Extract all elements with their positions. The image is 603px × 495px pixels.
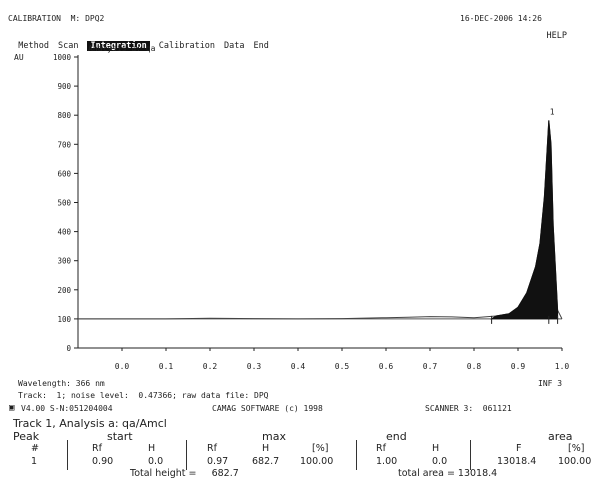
col-group-max: max: [262, 430, 286, 443]
y-tick-label: 1000: [53, 53, 72, 62]
col-header-max-percent: [%]: [312, 443, 329, 454]
wavelength-text: Wavelength: 366 nm: [18, 379, 105, 388]
chart-plot-area: [78, 120, 563, 324]
y-axis-label: AU: [14, 53, 24, 62]
integrated-peak-area: [489, 120, 559, 320]
x-tick-label: 0.1: [159, 362, 174, 371]
x-tick-label: 0.5: [335, 362, 350, 371]
x-tick-label: 0.4: [291, 362, 306, 371]
col-header-area-percent: [%]: [568, 443, 585, 454]
x-tick-label: 0.2: [203, 362, 218, 371]
x-tick-label: 0.0: [115, 362, 130, 371]
y-tick-label: 400: [57, 228, 71, 237]
cell-peak-number: 1: [31, 456, 38, 467]
menu-item-end[interactable]: End: [253, 41, 269, 51]
menu-item-data[interactable]: Data: [224, 41, 245, 51]
cell-max-h: 682.7: [252, 456, 280, 467]
y-tick-label: 100: [57, 315, 71, 324]
cell-end-rf: 1.00: [376, 456, 398, 467]
table-divider: [356, 440, 357, 470]
col-header-end-rf: Rf: [376, 443, 386, 454]
cell-area-percent: 100.00: [558, 456, 592, 467]
col-header-max-h: H: [262, 443, 270, 454]
cell-max-percent: 100.00: [300, 456, 334, 467]
x-tick-label: 1.0: [555, 362, 570, 371]
cell-start-rf: 0.90: [92, 456, 114, 467]
total-height: Total height = 682.7: [130, 468, 239, 479]
y-tick-label: 200: [57, 286, 71, 295]
table-divider: [67, 440, 68, 470]
menu-bar: Method Scan Integration Calibration Data End: [8, 31, 278, 51]
track-info-text: Track: 1; noise level: 0.47366; raw data…: [18, 391, 269, 400]
scanner-text: SCANNER 3: 061121: [425, 404, 512, 413]
menu-item-integration[interactable]: Integration: [87, 41, 150, 51]
col-group-end: end: [386, 430, 407, 443]
menu-item-scan[interactable]: Scan: [57, 41, 79, 51]
x-tick-label: 0.3: [247, 362, 262, 371]
col-group-peak: Peak: [13, 430, 40, 443]
x-tick-labels: 0.0 0.1 0.2 0.3 0.4 0.5 0.6 0.7 0.8 0.9 1.0: [115, 362, 570, 371]
col-header-start-rf: Rf: [92, 443, 102, 454]
window-title: CALIBRATION M: DPQ2: [8, 14, 105, 23]
software-text: CAMAG SOFTWARE (c) 1998: [212, 404, 323, 413]
date-time: 16-DEC-2006 14:26: [460, 14, 542, 23]
chart-title: Analysis a: qa: [88, 44, 156, 53]
y-tick-label: 700: [57, 140, 71, 149]
col-header-peak-number: #: [31, 443, 39, 454]
col-group-start: start: [107, 430, 133, 443]
help-button[interactable]: HELP: [546, 31, 567, 41]
x-tick-label: 0.8: [467, 362, 482, 371]
col-header-start-h: H: [148, 443, 156, 454]
y-tick-label: 800: [57, 111, 71, 120]
floppy-disk-icon: ▣: [9, 403, 15, 413]
table-divider: [470, 440, 471, 470]
col-header-max-rf: Rf: [207, 443, 217, 454]
x-tick-label: 0.7: [423, 362, 438, 371]
y-tick-label: 0: [66, 344, 71, 353]
results-heading: Track 1, Analysis a: qa/Amcl: [13, 417, 167, 430]
y-tick-label: 500: [57, 199, 71, 208]
y-tick-label: 900: [57, 82, 71, 91]
col-header-end-h: H: [432, 443, 440, 454]
y-tick-label: 300: [57, 257, 71, 266]
col-group-area: area: [548, 430, 573, 443]
cell-end-h: 0.0: [432, 456, 448, 467]
x-tick-label: 0.6: [379, 362, 394, 371]
cell-max-rf: 0.97: [207, 456, 229, 467]
peak-number-label: 1: [550, 107, 555, 116]
x-tick-label: 0.9: [511, 362, 526, 371]
menu-item-calibration[interactable]: Calibration: [158, 41, 216, 51]
menu-item-method[interactable]: Method: [18, 41, 49, 51]
y-tick-label: 600: [57, 169, 71, 178]
version-text: V4.00 S-N:051204004: [21, 404, 113, 413]
cell-area-f: 13018.4: [497, 456, 537, 467]
total-area: total area = 13018.4: [398, 468, 498, 479]
cell-start-h: 0.0: [148, 456, 164, 467]
table-divider: [186, 440, 187, 470]
signal-line: [78, 120, 563, 320]
inf-label: INF 3: [538, 379, 563, 388]
chart-axes: [74, 55, 563, 351]
col-header-area-f: F: [516, 443, 522, 454]
